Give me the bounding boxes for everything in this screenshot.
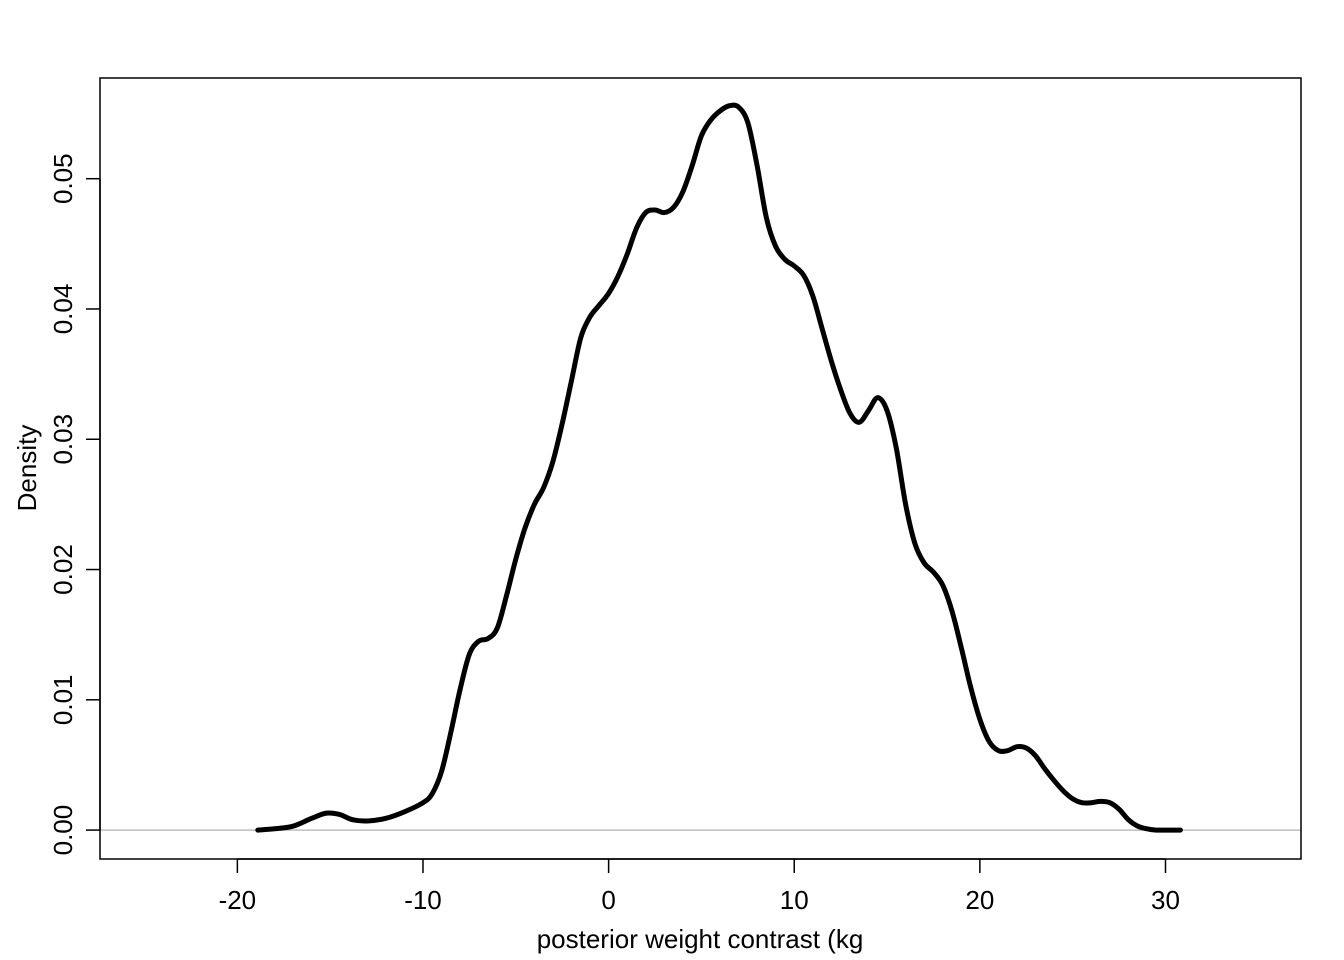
density-curve <box>255 102 1183 833</box>
x-axis: -20 -10 0 10 20 30 <box>219 858 1180 915</box>
x-axis-title: posterior weight contrast (kg <box>537 924 864 954</box>
x-tick-label: 30 <box>1151 885 1180 915</box>
y-tick-label: 0.03 <box>48 414 78 465</box>
x-tick-label: -10 <box>404 885 442 915</box>
y-tick-label: 0.05 <box>48 153 78 204</box>
y-axis: 0.00 0.01 0.02 0.03 0.04 0.05 <box>48 153 101 856</box>
y-tick-label: 0.02 <box>48 544 78 595</box>
y-axis-title: Density <box>12 425 42 512</box>
x-tick-label: 20 <box>965 885 994 915</box>
y-tick-label: 0.01 <box>48 674 78 725</box>
x-tick-label: -20 <box>219 885 257 915</box>
x-tick-label: 0 <box>601 885 615 915</box>
y-tick-label: 0.00 <box>48 805 78 856</box>
y-tick-label: 0.04 <box>48 284 78 335</box>
x-tick-label: 10 <box>780 885 809 915</box>
